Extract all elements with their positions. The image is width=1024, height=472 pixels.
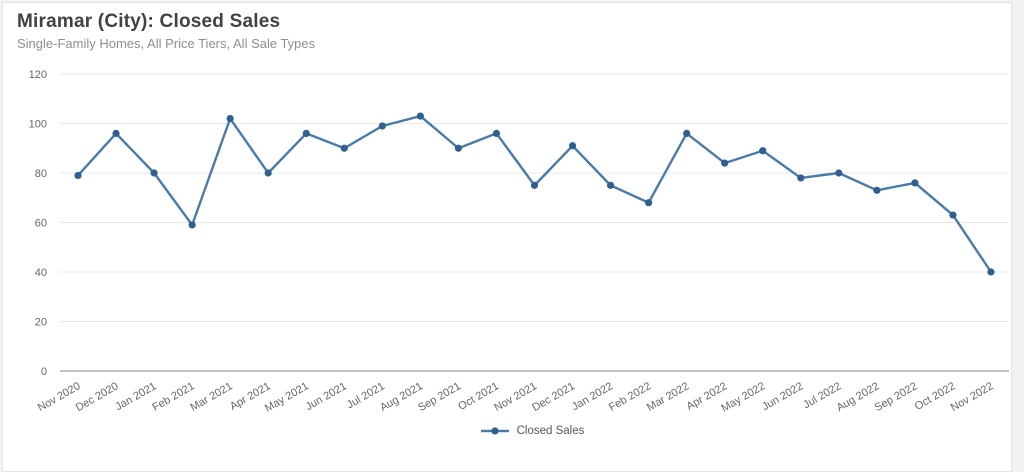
- x-axis-tick-label: Mar 2021: [188, 380, 234, 414]
- y-axis-tick-label: 80: [35, 168, 47, 180]
- x-axis-tick-label: Feb 2022: [607, 380, 653, 414]
- data-point[interactable]: [188, 221, 196, 229]
- data-point[interactable]: [759, 147, 767, 155]
- data-point[interactable]: [416, 112, 424, 120]
- y-axis-tick-label: 100: [29, 119, 47, 131]
- data-point[interactable]: [873, 186, 881, 194]
- data-point[interactable]: [530, 181, 539, 189]
- x-axis-tick-label: May 2021: [263, 380, 311, 415]
- x-axis-tick-label: Sep 2022: [873, 380, 920, 414]
- legend: Closed Sales: [28, 425, 1024, 437]
- x-axis-tick-label: May 2022: [719, 380, 767, 415]
- data-point[interactable]: [264, 169, 272, 177]
- data-point[interactable]: [645, 199, 653, 207]
- x-axis-tick-label: Jan 2021: [113, 380, 158, 413]
- chart-header: Miramar (City): Closed Sales Single-Fami…: [17, 11, 315, 51]
- data-point[interactable]: [797, 174, 805, 182]
- x-axis-tick-label: Dec 2020: [74, 380, 121, 414]
- data-point[interactable]: [74, 171, 82, 180]
- y-axis-tick-label: 40: [35, 267, 47, 279]
- x-axis-tick-label: Nov 2021: [492, 380, 539, 414]
- x-axis-tick-label: Jun 2022: [760, 380, 805, 413]
- x-axis-tick-label: Aug 2022: [835, 380, 882, 414]
- y-axis-tick-label: 60: [35, 218, 47, 230]
- legend-line-marker-icon: [480, 427, 509, 435]
- data-point[interactable]: [911, 179, 919, 187]
- y-axis-tick-label: 0: [41, 366, 47, 378]
- x-axis-tick-label: Sep 2021: [416, 380, 463, 414]
- x-axis-tick-label: Aug 2021: [378, 380, 425, 414]
- data-point[interactable]: [568, 142, 577, 150]
- chart-subtitle: Single-Family Homes, All Price Tiers, Al…: [17, 36, 316, 51]
- x-axis-tick-label: Mar 2022: [645, 380, 691, 414]
- data-point[interactable]: [454, 144, 463, 152]
- x-axis-tick-label: Nov 2020: [36, 380, 83, 414]
- data-point[interactable]: [112, 129, 120, 137]
- legend-item-closed-sales[interactable]: Closed Sales: [480, 425, 585, 437]
- data-point[interactable]: [606, 181, 615, 189]
- data-point[interactable]: [949, 211, 957, 219]
- data-point[interactable]: [340, 144, 348, 152]
- legend-label: Closed Sales: [516, 425, 585, 437]
- data-point[interactable]: [683, 129, 691, 137]
- data-point[interactable]: [835, 169, 843, 177]
- data-point[interactable]: [721, 159, 729, 167]
- chart-title: Miramar (City): Closed Sales: [17, 11, 281, 32]
- x-axis-tick-label: Jun 2021: [304, 380, 349, 413]
- series-line-closed-sales: [76, 114, 993, 274]
- x-axis-tick-label: Nov 2022: [949, 380, 996, 414]
- y-axis-tick-label: 120: [29, 69, 47, 81]
- data-point[interactable]: [378, 122, 386, 130]
- x-axis-tick-label: Jan 2022: [570, 380, 615, 413]
- x-axis-tick-label: Feb 2021: [150, 380, 196, 414]
- data-point[interactable]: [987, 268, 995, 276]
- data-point[interactable]: [150, 169, 158, 177]
- data-point[interactable]: [492, 129, 501, 137]
- data-point[interactable]: [302, 129, 310, 137]
- data-point[interactable]: [226, 114, 234, 123]
- x-axis-tick-label: Dec 2021: [530, 380, 577, 414]
- y-axis-tick-label: 20: [35, 317, 47, 329]
